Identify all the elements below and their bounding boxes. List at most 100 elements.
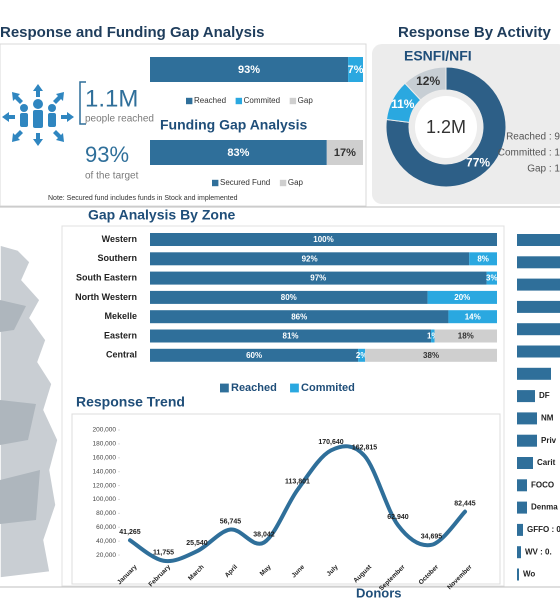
- bar-segment: [517, 300, 560, 313]
- bar-label: DF: [539, 391, 550, 400]
- bar-label: Priv: [541, 436, 557, 445]
- value-label: 60%: [246, 351, 262, 360]
- bar-segment: [448, 310, 497, 324]
- bracket: [79, 81, 86, 125]
- value-label: 7%: [348, 64, 364, 76]
- donut-slice: [404, 66, 447, 101]
- value-label: 38%: [423, 351, 439, 360]
- legend-swatch: [186, 97, 193, 105]
- y-tick-label: 100,000: [93, 496, 117, 503]
- y-tick-label: 80,000: [96, 510, 116, 517]
- bar-segment: [150, 57, 349, 82]
- legend-label: Reached: [231, 382, 277, 394]
- bar-segment: [150, 348, 359, 362]
- bar-segment: [150, 329, 432, 343]
- legend-label: Gap: [288, 178, 304, 187]
- category-label: South Eastern: [76, 272, 137, 282]
- category-label: Mekelle: [104, 311, 137, 321]
- y-tick-label: 200,000: [93, 427, 117, 434]
- trend-line: [128, 444, 467, 564]
- bar-segment: [358, 348, 366, 362]
- kpi-value: 1.1M: [85, 85, 138, 112]
- value-label: 41,265: [119, 529, 141, 536]
- bar-segment: [486, 271, 497, 285]
- y-tick-label: 60,000: [96, 524, 116, 531]
- bar-segment: [517, 345, 560, 358]
- bar-segment: [517, 546, 521, 559]
- value-label: 82,445: [454, 501, 476, 508]
- people-icon: [2, 84, 74, 146]
- bar-segment: [150, 233, 497, 246]
- bar-label: FOCO: [531, 480, 554, 489]
- legend-label: Reached: [194, 96, 226, 105]
- bar-segment: [517, 278, 560, 291]
- chart-title: Funding Gap Analysis: [160, 117, 307, 133]
- center-label: 1.2M: [426, 117, 466, 137]
- bar-segment: [150, 310, 449, 324]
- bar-segment: [150, 271, 487, 285]
- note: Note: Secured fund includes funds in Sto…: [48, 195, 238, 202]
- trend-panel: [71, 413, 501, 585]
- bar-segment: [150, 140, 327, 165]
- value-label: 17%: [334, 147, 356, 159]
- legend-swatch: [220, 383, 229, 393]
- kpi-value: 93%: [85, 142, 129, 167]
- bar-label: Wo: [523, 570, 535, 579]
- bar-segment: [517, 523, 523, 536]
- y-tick-label: 40,000: [96, 538, 116, 545]
- legend-swatch: [279, 179, 287, 187]
- legend-swatch: [290, 383, 299, 393]
- bar-segment: [365, 348, 497, 362]
- value-label: 97%: [310, 274, 326, 283]
- category-label: Western: [102, 234, 137, 244]
- chart-title: ESNFI/NFI: [404, 48, 472, 64]
- value-label: 86%: [291, 312, 307, 321]
- value-label: 56,745: [220, 518, 242, 525]
- bar-segment: [517, 367, 551, 380]
- bar-segment: [431, 329, 435, 343]
- legend-label: Gap : 1: [527, 164, 560, 175]
- legend-label: Commited: [301, 382, 355, 394]
- donut-hole: [415, 96, 477, 158]
- zone-map-region: [0, 300, 40, 524]
- value-label: 80%: [281, 293, 297, 302]
- value-label: 11,755: [153, 550, 174, 557]
- section-title: Response By Activity: [398, 24, 551, 41]
- value-label: 93%: [238, 64, 260, 76]
- bar-segment: [150, 290, 428, 304]
- bar-segment: [517, 323, 560, 336]
- kpi-label: of the target: [85, 171, 139, 182]
- bar-segment: [517, 256, 560, 269]
- slice-label: 11%: [391, 97, 415, 111]
- chart-title: Donors: [356, 585, 402, 600]
- value-label: 8%: [477, 254, 489, 263]
- bar-segment: [326, 140, 363, 165]
- bar-segment: [434, 329, 497, 343]
- value-label: 20%: [454, 293, 470, 302]
- value-label: 62,940: [387, 514, 409, 521]
- bar-segment: [517, 568, 519, 581]
- bar-segment: [517, 234, 560, 246]
- value-label: 14%: [465, 312, 481, 321]
- donut-slice: [385, 66, 507, 188]
- value-label: 3%: [486, 274, 498, 283]
- category-label: Central: [106, 350, 137, 360]
- value-label: 113,801: [285, 479, 310, 486]
- legend-swatch: [212, 179, 219, 187]
- chart-title: Gap Analysis By Zone: [88, 207, 236, 223]
- legend-label: Commited: [244, 96, 280, 105]
- slice-label: 77%: [466, 156, 490, 170]
- chart-title: Response Trend: [76, 394, 185, 410]
- bar-label: WV : 0.: [525, 547, 552, 556]
- kpi-label: people reached: [85, 114, 154, 125]
- bar-segment: [517, 434, 537, 447]
- legend-label: Committed : 1: [498, 148, 560, 159]
- y-tick-label: 160,000: [93, 455, 117, 462]
- bar-segment: [469, 252, 497, 266]
- bar-segment: [517, 390, 535, 403]
- bar-segment: [150, 252, 470, 266]
- slice-label: 12%: [416, 74, 440, 88]
- category-label: Eastern: [104, 330, 137, 340]
